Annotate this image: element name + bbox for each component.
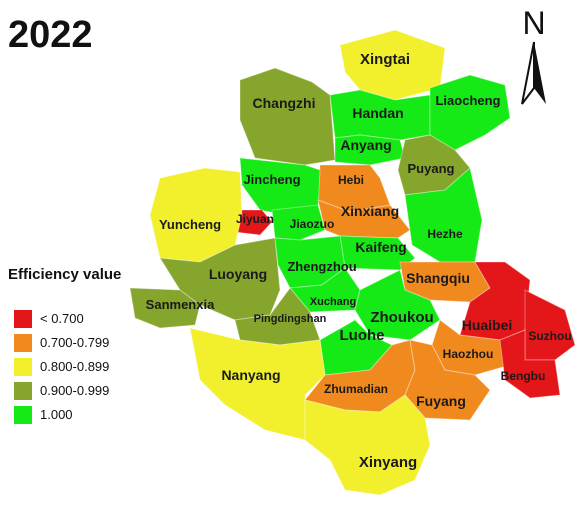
city-label-jiaozuo: Jiaozuo (290, 217, 335, 231)
legend-label: 0.900-0.999 (40, 383, 110, 398)
legend-item: 0.800-0.899 (14, 356, 109, 377)
region-nanyang (189, 327, 326, 441)
legend-swatch (14, 333, 32, 352)
region-suzhou (524, 289, 576, 361)
city-label-liaocheng: Liaocheng (435, 93, 500, 108)
legend-item: < 0.700 (14, 308, 109, 329)
legend-label: < 0.700 (40, 311, 84, 326)
city-label-hezhe: Hezhe (427, 227, 463, 241)
city-label-kaifeng: Kaifeng (355, 239, 406, 255)
city-label-xuchang: Xuchang (310, 296, 356, 308)
city-label-yuncheng: Yuncheng (159, 217, 221, 232)
city-label-jincheng: Jincheng (243, 172, 300, 187)
region-xinxiang (317, 199, 411, 239)
legend-swatch (14, 381, 32, 400)
city-label-hebi: Hebi (338, 173, 364, 187)
legend-item: 0.900-0.999 (14, 380, 109, 401)
legend-swatch (14, 357, 32, 376)
region-fuyang (404, 339, 491, 421)
region-xingtai (339, 29, 446, 101)
city-label-xingtai: Xingtai (360, 51, 410, 68)
region-jiaozuo (271, 204, 326, 241)
city-label-fuyang: Fuyang (416, 393, 466, 409)
region-hezhe (404, 167, 483, 263)
city-label-sanmenxia: Sanmenxia (146, 297, 215, 312)
city-label-xinyang: Xinyang (359, 454, 417, 471)
north-label: N (522, 5, 545, 41)
region-huaibei (459, 261, 531, 341)
legend-label: 0.700-0.799 (40, 335, 110, 350)
city-label-luohe: Luohe (340, 327, 385, 344)
legend-swatch (14, 309, 32, 328)
legend-label: 1.000 (40, 407, 73, 422)
city-label-suzhou: Suzhou (528, 329, 571, 343)
region-xinyang (304, 394, 431, 496)
legend-item: 0.700-0.799 (14, 332, 109, 353)
city-label-jiyuan: Jiyuan (236, 212, 274, 226)
city-label-haozhou: Haozhou (443, 347, 494, 361)
city-label-luoyang: Luoyang (209, 266, 267, 282)
city-label-zhumadian: Zhumadian (324, 382, 388, 396)
city-label-nanyang: Nanyang (221, 367, 280, 383)
city-label-zhengzhou: Zhengzhou (287, 259, 356, 274)
city-label-shangqiu: Shangqiu (406, 270, 470, 286)
city-label-puyang: Puyang (408, 161, 455, 176)
city-label-xinxiang: Xinxiang (341, 203, 399, 219)
region-liaocheng (429, 74, 511, 151)
city-label-handan: Handan (352, 105, 403, 121)
city-label-bengbu: Bengbu (501, 369, 546, 383)
city-label-zhoukou: Zhoukou (370, 309, 433, 326)
legend-title: Efficiency value (8, 266, 122, 283)
region-zhoukou (354, 269, 441, 341)
legend: < 0.700 0.700-0.799 0.800-0.899 0.900-0.999… (14, 308, 109, 428)
region-bengbu (499, 329, 561, 399)
legend-label: 0.800-0.899 (40, 359, 110, 374)
city-label-huaibei: Huaibei (462, 317, 513, 333)
city-label-pingdingshan: Pingdingshan (254, 313, 327, 325)
region-sanmenxia (129, 287, 201, 329)
north-arrow-icon: N (521, 5, 546, 105)
city-label-changzhi: Changzhi (253, 95, 316, 111)
region-changzhi (239, 67, 336, 166)
city-label-anyang: Anyang (340, 137, 391, 153)
map-title: 2022 (8, 14, 93, 56)
legend-item: 1.000 (14, 404, 109, 425)
legend-swatch (14, 405, 32, 424)
